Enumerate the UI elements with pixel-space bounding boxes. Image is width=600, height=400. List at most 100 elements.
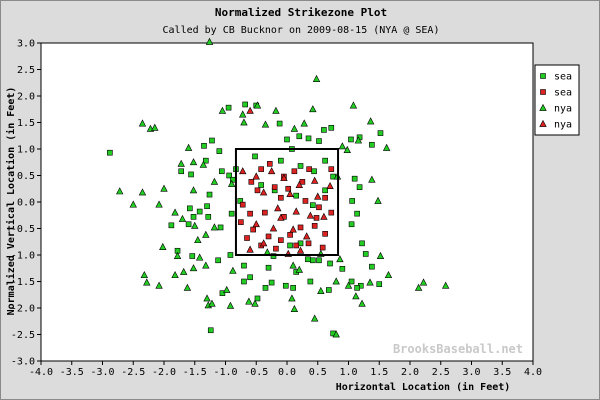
point-sea-square-strike (287, 232, 293, 238)
x-tick-label: -3.0 (90, 367, 114, 378)
point-sea-square-ball (206, 191, 213, 198)
point-nya-triangle-strike (326, 181, 334, 189)
point-sea-square-ball (322, 157, 328, 164)
point-sea-square-ball (354, 285, 360, 291)
y-tick-label: -2.0 (11, 304, 35, 315)
point-sea-square-ball (348, 221, 355, 228)
point-nya-triangle-strike (252, 172, 260, 180)
point-sea-square-strike (278, 237, 284, 243)
point-sea-square-strike (328, 166, 335, 172)
point-sea-square-strike (285, 185, 292, 192)
point-nya-triangle-ball (366, 117, 375, 125)
point-sea-square-ball (351, 175, 358, 182)
point-sea-square-strike (302, 198, 309, 204)
point-sea-square-ball (311, 168, 317, 175)
x-tick-label: -2.5 (121, 367, 145, 378)
x-axis-label: Horizontal Location (in Feet) (336, 381, 511, 393)
x-tick-label: -4.0 (29, 367, 53, 378)
x-tick-label: 0.5 (309, 367, 327, 378)
point-sea-square-strike (305, 240, 312, 247)
point-sea-square-ball (348, 136, 354, 143)
point-sea-square-ball (296, 133, 303, 140)
point-sea-square-ball (258, 182, 264, 188)
point-nya-triangle-ball (178, 214, 187, 222)
point-nya-triangle-ball (194, 236, 202, 244)
point-sea-square-ball (196, 208, 203, 215)
point-sea-square-strike (322, 194, 328, 201)
point-sea-square-ball (348, 278, 355, 285)
strike-zone-box (234, 148, 340, 256)
point-sea-square-ball (217, 224, 224, 231)
axis-ticks: -4.0 -3.5 -3.0 -2.5 -2.0 -1.5 -1.0 -0.5 0.0 0.5 1.… (11, 39, 542, 379)
point-nya-triangle-strike (320, 212, 328, 220)
point-sea-square-ball (228, 210, 235, 217)
point-sea-square-strike (311, 223, 318, 229)
point-nya-triangle-strike (286, 189, 294, 197)
point-sea-square-strike (299, 179, 306, 185)
point-nya-triangle-ball (441, 281, 450, 289)
point-nya-triangle-ball (173, 251, 182, 259)
point-nya-triangle-ball (290, 304, 299, 312)
y-tick-label: 0.5 (17, 171, 35, 182)
point-sea-square-ball (188, 171, 194, 178)
point-sea-square-ball (369, 263, 375, 270)
point-nya-triangle-ball (310, 314, 319, 322)
point-nya-triangle-strike (280, 174, 288, 182)
point-sea-square-ball (307, 278, 314, 285)
point-nya-triangle-strike (239, 167, 247, 175)
point-nya-triangle-ball (155, 200, 163, 208)
watermark: BrooksBaseball.net (393, 342, 523, 356)
point-nya-triangle-strike (259, 239, 268, 247)
point-sea-square-ball (359, 240, 365, 247)
x-tick-label: 2.0 (401, 367, 419, 378)
y-tick-label: -1.0 (11, 251, 35, 262)
chart-title: Normalized Strikezone Plot (215, 6, 387, 19)
point-sea-square-ball (201, 143, 207, 149)
point-sea-square-strike (244, 235, 250, 241)
point-sea-square-ball (349, 198, 355, 204)
legend-marker-sea (540, 89, 546, 95)
point-nya-triangle-strike (292, 207, 300, 215)
point-sea-square-ball (327, 260, 333, 267)
point-nya-triangle-ball (261, 120, 270, 128)
point-sea-square-ball (270, 253, 277, 259)
point-nya-triangle-ball (218, 106, 227, 114)
point-nya-triangle-ball (189, 264, 198, 272)
point-nya-triangle-ball (140, 270, 149, 279)
point-nya-triangle-ball (179, 267, 188, 275)
point-nya-triangle-ball (384, 270, 393, 279)
y-tick-label: -3.0 (11, 357, 35, 368)
point-sea-square-ball (322, 187, 328, 194)
x-tick-label: 3.0 (462, 367, 480, 378)
point-sea-square-strike (328, 209, 335, 216)
point-nya-triangle-ball (376, 251, 385, 259)
point-nya-triangle-strike (277, 213, 285, 221)
point-nya-triangle-ball (116, 187, 124, 195)
point-nya-triangle-ball (159, 242, 167, 250)
point-sea-square-ball (178, 168, 185, 175)
point-nya-triangle-strike (302, 232, 311, 240)
point-sea-square-strike (250, 226, 256, 233)
point-nya-triangle-ball (338, 142, 347, 150)
point-sea-square-ball (377, 130, 384, 136)
point-nya-triangle-ball (138, 188, 147, 196)
point-sea-square-ball (297, 163, 304, 169)
point-sea-square-strike (239, 201, 246, 208)
point-nya-triangle-ball (349, 101, 358, 109)
x-tick-label: 3.5 (493, 367, 511, 378)
point-nya-triangle-strike (274, 204, 282, 212)
point-sea-square-ball (226, 172, 232, 179)
point-nya-triangle-ball (171, 208, 179, 216)
point-nya-triangle-ball (205, 37, 214, 45)
point-sea-square-ball (265, 264, 272, 271)
point-nya-triangle-ball (183, 283, 192, 291)
point-nya-triangle-strike (314, 192, 322, 200)
point-sea-square-ball (268, 279, 275, 286)
point-sea-square-strike (316, 204, 322, 211)
legend-label: sea (554, 88, 572, 99)
point-sea-square-strike (266, 161, 273, 167)
x-tick-label: -1.0 (213, 367, 237, 378)
y-tick-label: 0.0 (17, 198, 35, 209)
point-nya-triangle-ball (368, 175, 376, 183)
